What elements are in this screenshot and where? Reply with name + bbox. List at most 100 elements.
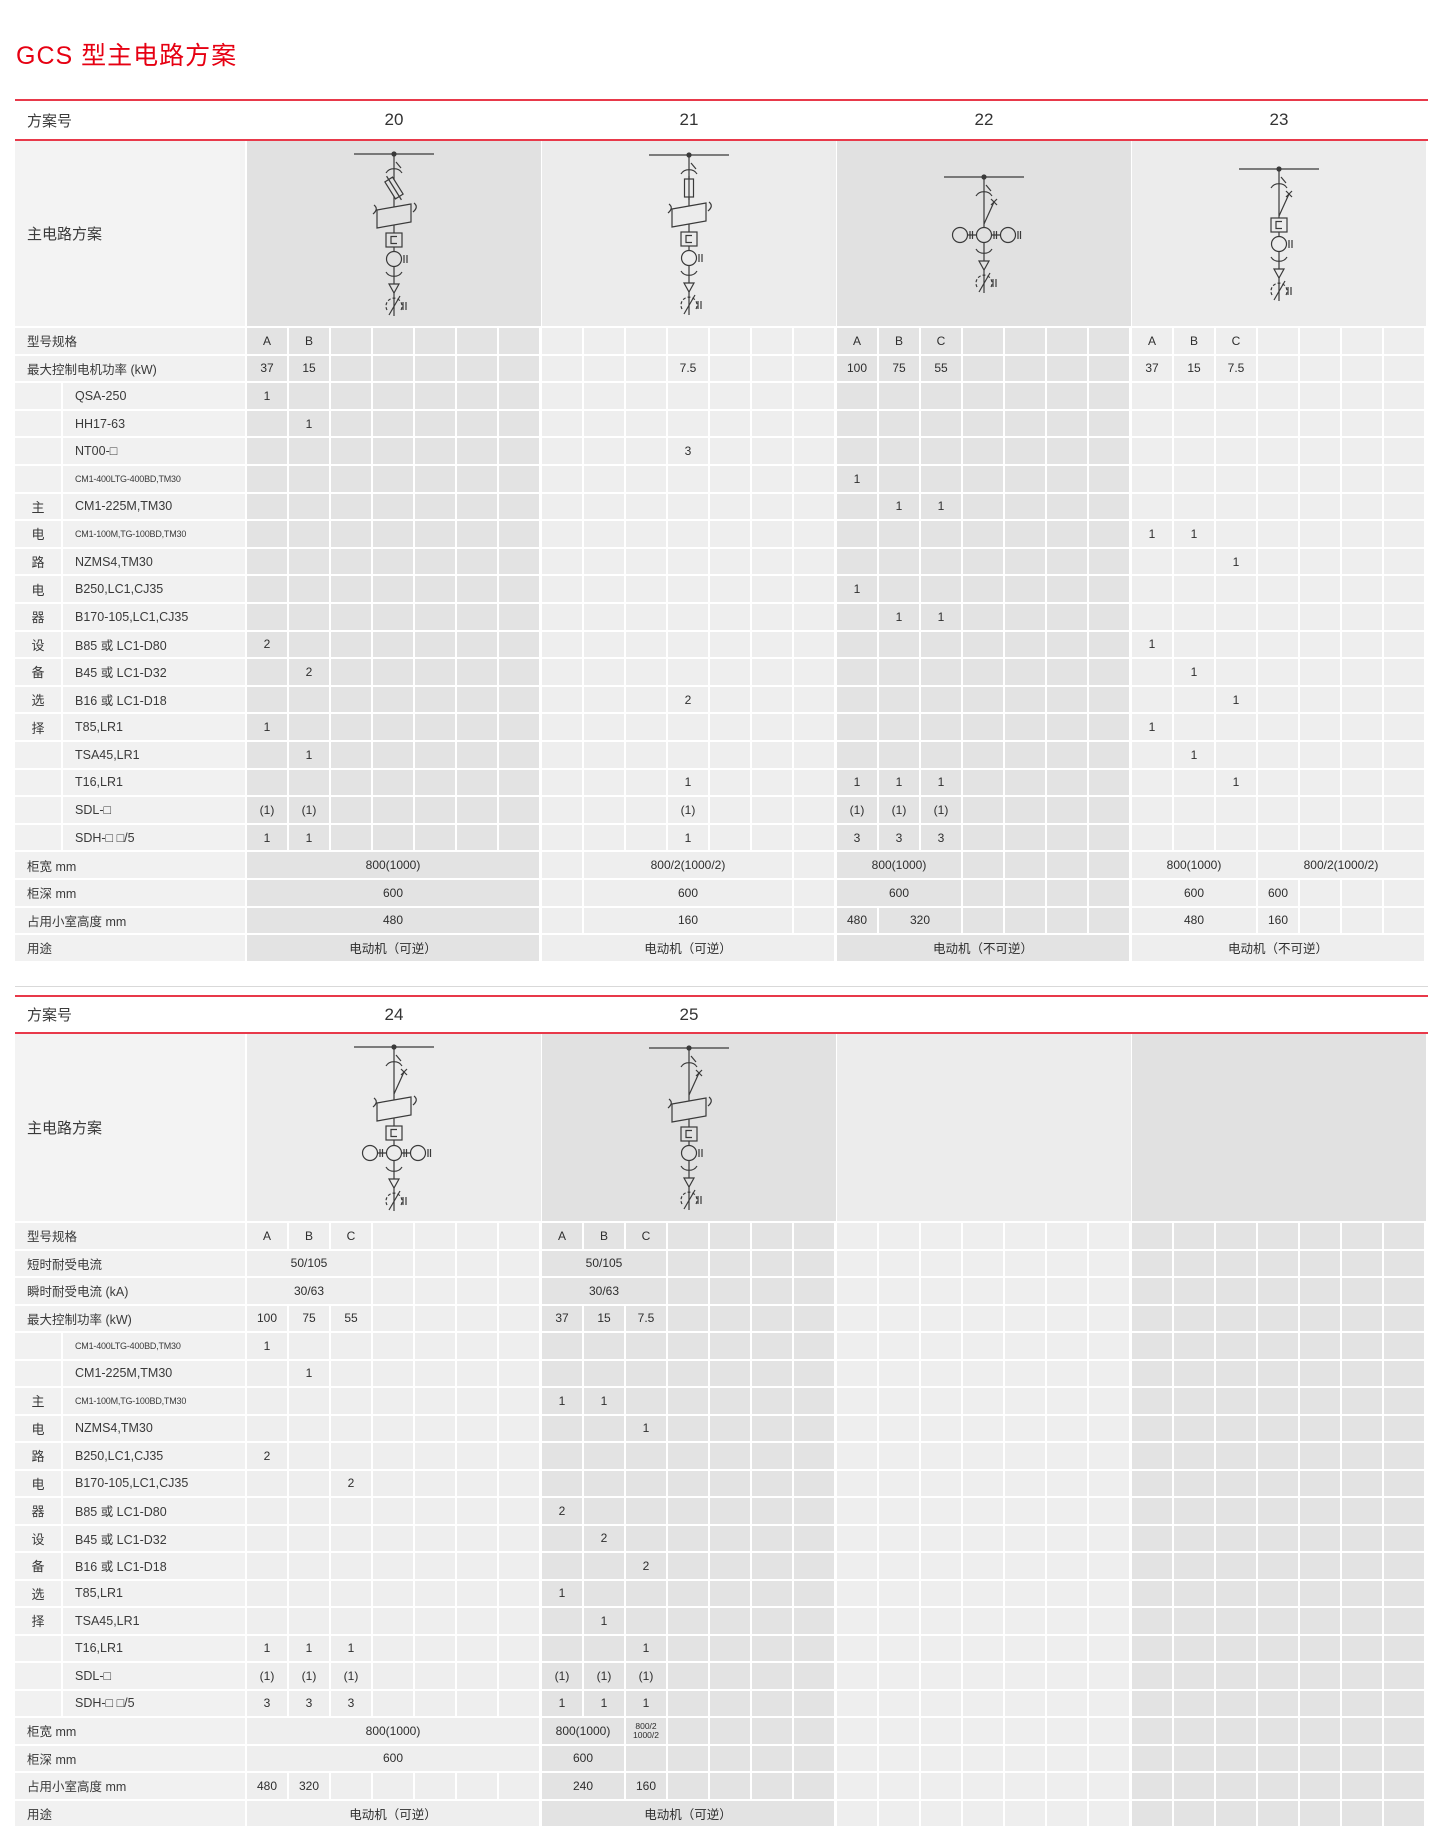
empty-cell <box>373 576 413 602</box>
empty-cell <box>752 328 792 354</box>
empty-cell <box>668 1415 708 1441</box>
row-label: B16 或 LC1-D18 <box>63 1553 245 1579</box>
empty-cell <box>499 714 539 740</box>
empty-cell <box>331 631 371 658</box>
empty-cell <box>1047 659 1087 685</box>
empty-cell <box>1047 1773 1087 1799</box>
empty-cell <box>963 797 1003 823</box>
empty-cell <box>1005 1580 1045 1606</box>
empty-cell <box>1047 548 1087 575</box>
empty-cell <box>1089 797 1129 823</box>
empty-cell <box>499 521 539 547</box>
empty-cell <box>1300 714 1340 740</box>
empty-cell <box>963 438 1003 464</box>
empty-cell <box>1047 1360 1087 1386</box>
empty-cell <box>1089 742 1129 768</box>
empty-cell <box>542 410 582 437</box>
value-cell: 800/2(1000/2) <box>1258 852 1424 878</box>
busbar-icon <box>649 1045 729 1051</box>
empty-cell <box>752 1635 792 1661</box>
disconnect-arrow-icon <box>1272 268 1286 280</box>
value-cell: 800(1000) <box>247 852 539 878</box>
empty-cell <box>1384 438 1424 464</box>
empty-cell <box>584 824 624 851</box>
row-label: B250,LC1,CJ35 <box>63 1443 245 1469</box>
empty-cell <box>1384 797 1424 823</box>
empty-cell <box>1342 1498 1382 1524</box>
circuit-diagram-panel-empty <box>837 1034 1131 1221</box>
empty-cell <box>415 769 455 796</box>
empty-cell <box>415 1580 455 1606</box>
empty-cell <box>1300 1800 1340 1826</box>
empty-cell <box>1132 466 1172 492</box>
side-label-strip-cell: 备 <box>15 659 61 685</box>
empty-cell <box>752 769 792 796</box>
empty-cell <box>1047 1553 1087 1579</box>
empty-cell <box>373 797 413 823</box>
empty-cell <box>247 1608 287 1634</box>
empty-cell <box>1384 742 1424 768</box>
empty-cell <box>921 1278 961 1304</box>
empty-cell <box>752 1553 792 1579</box>
value-cell: 75 <box>289 1305 329 1331</box>
empty-cell <box>1005 1250 1045 1276</box>
empty-cell <box>584 1443 624 1469</box>
empty-cell <box>331 1553 371 1579</box>
empty-cell <box>1132 1470 1172 1496</box>
empty-cell <box>457 328 497 354</box>
empty-cell <box>837 1333 877 1359</box>
empty-cell <box>373 1470 413 1496</box>
side-label-strip-cell: 选 <box>15 1580 61 1606</box>
empty-cell <box>1047 410 1087 437</box>
empty-cell <box>837 1278 877 1304</box>
empty-cell <box>1300 493 1340 520</box>
value-cell: 1 <box>626 1690 666 1716</box>
empty-cell <box>1216 410 1256 437</box>
empty-cell <box>1089 1443 1129 1469</box>
side-label-strip-cell <box>15 1663 61 1689</box>
empty-cell <box>879 1718 919 1744</box>
empty-cell <box>1089 631 1129 658</box>
empty-cell <box>289 438 329 464</box>
empty-cell <box>373 824 413 851</box>
empty-cell <box>710 466 750 492</box>
value-cell: 55 <box>921 355 961 382</box>
empty-cell <box>921 548 961 575</box>
empty-cell <box>837 1745 877 1771</box>
empty-cell <box>1216 659 1256 685</box>
empty-cell <box>1132 493 1172 520</box>
empty-cell <box>921 1443 961 1469</box>
empty-cell <box>247 521 287 547</box>
empty-cell <box>752 548 792 575</box>
empty-cell <box>542 686 582 713</box>
empty-cell <box>499 1525 539 1551</box>
current-transformer-icon <box>680 249 703 267</box>
empty-cell <box>752 383 792 409</box>
empty-cell <box>921 631 961 658</box>
empty-cell <box>710 1608 750 1634</box>
empty-cell <box>1300 1718 1340 1744</box>
empty-cell <box>1047 907 1087 934</box>
empty-cell <box>499 328 539 354</box>
side-label-strip-cell <box>15 824 61 851</box>
empty-cell <box>752 466 792 492</box>
empty-cell <box>457 521 497 547</box>
empty-cell <box>752 797 792 823</box>
empty-cell <box>626 1443 666 1469</box>
empty-cell <box>373 466 413 492</box>
empty-cell <box>794 1608 834 1634</box>
empty-cell <box>1047 1718 1087 1744</box>
empty-cell <box>1047 852 1087 878</box>
empty-cell <box>415 576 455 602</box>
empty-cell <box>584 493 624 520</box>
empty-cell <box>1216 824 1256 851</box>
empty-cell <box>668 1718 708 1744</box>
empty-cell <box>373 714 413 740</box>
empty-cell <box>584 576 624 602</box>
value-cell: 2 <box>668 686 708 713</box>
empty-cell <box>1047 686 1087 713</box>
empty-cell <box>752 1663 792 1689</box>
empty-cell <box>247 1388 287 1414</box>
empty-cell <box>879 1663 919 1689</box>
empty-cell <box>1258 410 1298 437</box>
